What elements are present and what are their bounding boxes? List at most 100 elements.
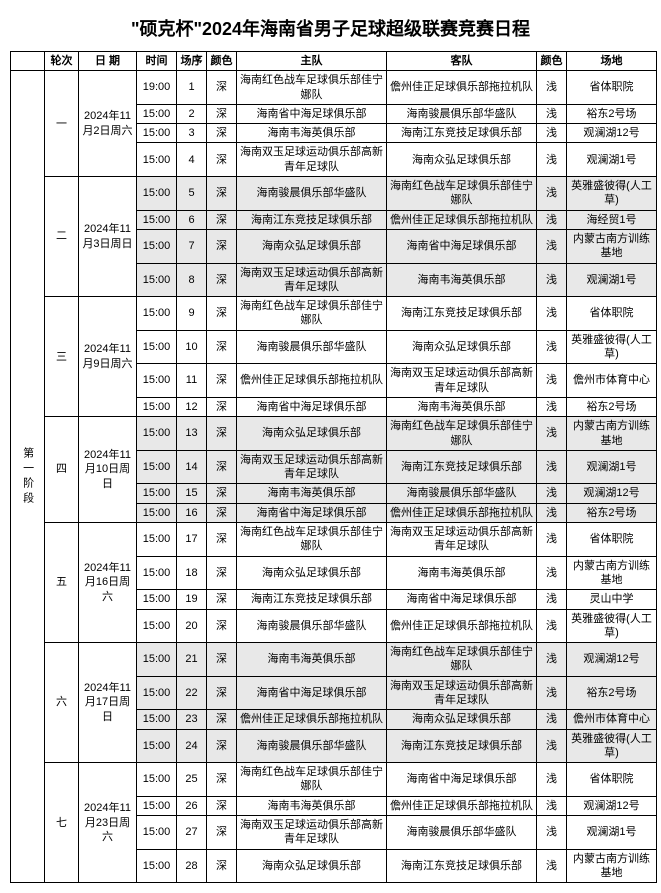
round-cell: 四 [45,417,79,523]
away-cell: 海南江东竞技足球俱乐部 [387,849,537,883]
h-no: 场序 [177,52,207,71]
away-cell: 海南骏晨俱乐部华盛队 [387,104,537,123]
venue-cell: 内蒙古南方训练基地 [567,417,657,451]
away-cell: 海南省中海足球俱乐部 [387,763,537,797]
no-cell: 27 [177,816,207,850]
time-cell: 15:00 [137,143,177,177]
home-cell: 海南众弘足球俱乐部 [237,849,387,883]
home-cell: 儋州佳正足球俱乐部拖拉机队 [237,364,387,398]
h-away: 客队 [387,52,537,71]
away-cell: 海南双玉足球运动俱乐部高新青年足球队 [387,364,537,398]
color2-cell: 浅 [537,450,567,484]
color1-cell: 深 [207,143,237,177]
color1-cell: 深 [207,417,237,451]
time-cell: 15:00 [137,643,177,677]
away-cell: 海南江东竞技足球俱乐部 [387,729,537,763]
no-cell: 11 [177,364,207,398]
venue-cell: 省体职院 [567,71,657,105]
time-cell: 15:00 [137,484,177,503]
no-cell: 6 [177,210,207,229]
away-cell: 儋州佳正足球俱乐部拖拉机队 [387,503,537,522]
home-cell: 海南众弘足球俱乐部 [237,229,387,263]
color2-cell: 浅 [537,849,567,883]
time-cell: 15:00 [137,229,177,263]
no-cell: 17 [177,523,207,557]
round-cell: 二 [45,177,79,297]
time-cell: 15:00 [137,590,177,609]
venue-cell: 英雅盛彼得(人工草) [567,330,657,364]
color2-cell: 浅 [537,484,567,503]
away-cell: 海南江东竞技足球俱乐部 [387,124,537,143]
away-cell: 海南众弘足球俱乐部 [387,710,537,729]
table-row: 三2024年11月9日周六15:009深海南红色战车足球俱乐部佳宁娜队海南江东竞… [11,297,657,331]
color2-cell: 浅 [537,763,567,797]
time-cell: 15:00 [137,364,177,398]
color1-cell: 深 [207,816,237,850]
color1-cell: 深 [207,503,237,522]
venue-cell: 裕东2号场 [567,397,657,416]
color1-cell: 深 [207,177,237,211]
no-cell: 22 [177,676,207,710]
home-cell: 海南韦海英俱乐部 [237,643,387,677]
table-row: 二2024年11月3日周日15:005深海南骏晨俱乐部华盛队海南红色战车足球俱乐… [11,177,657,211]
venue-cell: 省体职院 [567,523,657,557]
round-cell: 五 [45,523,79,643]
h-color2: 颜色 [537,52,567,71]
time-cell: 15:00 [137,104,177,123]
color1-cell: 深 [207,523,237,557]
venue-cell: 英雅盛彼得(人工草) [567,729,657,763]
color1-cell: 深 [207,609,237,643]
time-cell: 15:00 [137,330,177,364]
venue-cell: 儋州市体育中心 [567,364,657,398]
away-cell: 海南众弘足球俱乐部 [387,143,537,177]
no-cell: 21 [177,643,207,677]
time-cell: 15:00 [137,177,177,211]
away-cell: 海南省中海足球俱乐部 [387,229,537,263]
table-row: 六2024年11月17日周日15:0021深海南韦海英俱乐部海南红色战车足球俱乐… [11,643,657,677]
no-cell: 7 [177,229,207,263]
venue-cell: 英雅盛彼得(人工草) [567,609,657,643]
venue-cell: 观澜湖1号 [567,263,657,297]
away-cell: 海南省中海足球俱乐部 [387,590,537,609]
away-cell: 海南韦海英俱乐部 [387,397,537,416]
stage-cell: 第一阶段 [11,71,45,883]
venue-cell: 内蒙古南方训练基地 [567,229,657,263]
table-row: 四2024年11月10日周日15:0013深海南众弘足球俱乐部海南红色战车足球俱… [11,417,657,451]
color2-cell: 浅 [537,676,567,710]
round-cell: 六 [45,643,79,763]
color2-cell: 浅 [537,609,567,643]
no-cell: 28 [177,849,207,883]
color2-cell: 浅 [537,503,567,522]
venue-cell: 观澜湖12号 [567,643,657,677]
time-cell: 19:00 [137,71,177,105]
venue-cell: 观澜湖12号 [567,124,657,143]
time-cell: 15:00 [137,676,177,710]
color2-cell: 浅 [537,177,567,211]
no-cell: 2 [177,104,207,123]
color1-cell: 深 [207,710,237,729]
schedule-table: 轮次 日 期 时间 场序 颜色 主队 客队 颜色 场地 第一阶段一2024年11… [10,51,657,883]
home-cell: 海南红色战车足球俱乐部佳宁娜队 [237,763,387,797]
color2-cell: 浅 [537,143,567,177]
color2-cell: 浅 [537,590,567,609]
color2-cell: 浅 [537,729,567,763]
color1-cell: 深 [207,263,237,297]
color2-cell: 浅 [537,710,567,729]
home-cell: 海南韦海英俱乐部 [237,484,387,503]
color2-cell: 浅 [537,124,567,143]
time-cell: 15:00 [137,503,177,522]
h-time: 时间 [137,52,177,71]
home-cell: 海南骏晨俱乐部华盛队 [237,177,387,211]
time-cell: 15:00 [137,263,177,297]
home-cell: 海南省中海足球俱乐部 [237,397,387,416]
no-cell: 9 [177,297,207,331]
time-cell: 15:00 [137,450,177,484]
color2-cell: 浅 [537,397,567,416]
no-cell: 24 [177,729,207,763]
away-cell: 海南双玉足球运动俱乐部高新青年足球队 [387,676,537,710]
h-color1: 颜色 [207,52,237,71]
date-cell: 2024年11月16日周六 [79,523,137,643]
color2-cell: 浅 [537,417,567,451]
away-cell: 海南江东竞技足球俱乐部 [387,450,537,484]
home-cell: 海南省中海足球俱乐部 [237,503,387,522]
